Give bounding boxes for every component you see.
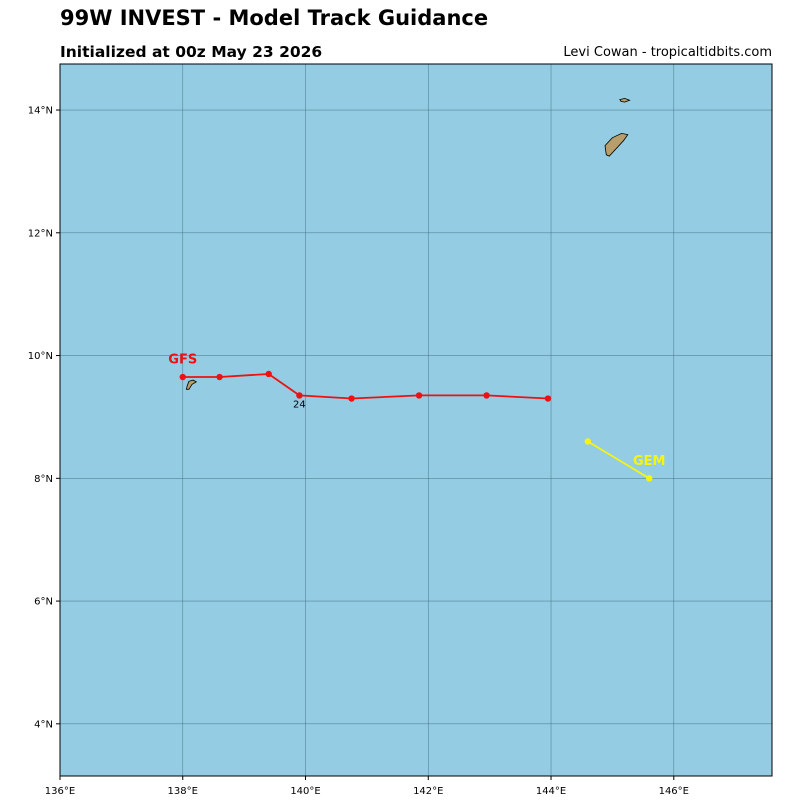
track-point-gfs [348, 395, 355, 402]
map-title: 99W INVEST - Model Track Guidance [60, 6, 489, 30]
island-rota [619, 97, 631, 103]
track-line-gfs [182, 373, 549, 400]
model-label-gem: GEM [633, 454, 666, 469]
lon-tick-label: 140°E [290, 786, 320, 797]
track-point-gfs [265, 370, 272, 378]
credit-text: Levi Cowan - tropicaltidbits.com [563, 45, 772, 60]
lat-tick-label: 4°N [34, 719, 53, 730]
track-gem: GEM [584, 438, 666, 482]
lat-tick-label: 14°N [28, 106, 53, 117]
forecast-hour-label: 24 [293, 400, 306, 411]
track-point-gfs [544, 395, 552, 402]
land-layer [185, 97, 631, 390]
lon-tick-label: 138°E [168, 786, 198, 797]
track-point-gfs [483, 392, 490, 399]
axis-ticks: 136°E 138°E 140°E 142°E 144°E 146°E 4°N 6°N 8°N 1… [28, 106, 689, 797]
lon-tick-label: 142°E [413, 786, 443, 797]
grid-lines [60, 64, 772, 776]
model-label-gfs: GFS [168, 353, 197, 368]
track-point-gfs [296, 392, 303, 399]
lat-tick-label: 6°N [34, 597, 53, 608]
ocean-background [60, 64, 772, 776]
track-point-gem [584, 438, 592, 445]
lat-tick-label: 12°N [28, 228, 53, 239]
map-frame [59, 63, 773, 777]
island-guam [604, 132, 629, 157]
model-tracks: GFS 24 GEM [168, 353, 665, 482]
track-point-gfs [216, 373, 223, 381]
lon-tick-label: 144°E [536, 786, 566, 797]
lon-tick-label: 136°E [45, 786, 75, 797]
init-time-subtitle: Initialized at 00z May 23 2026 [60, 43, 323, 61]
track-line-gem [587, 440, 650, 480]
track-gfs: GFS 24 [168, 353, 552, 411]
track-point-gem [646, 475, 653, 482]
lat-tick-label: 8°N [34, 474, 53, 485]
island-yap [185, 379, 198, 390]
track-point-gfs [415, 392, 423, 399]
lat-tick-label: 10°N [28, 351, 53, 362]
lon-tick-label: 146°E [659, 786, 689, 797]
track-point-gfs [179, 373, 186, 381]
